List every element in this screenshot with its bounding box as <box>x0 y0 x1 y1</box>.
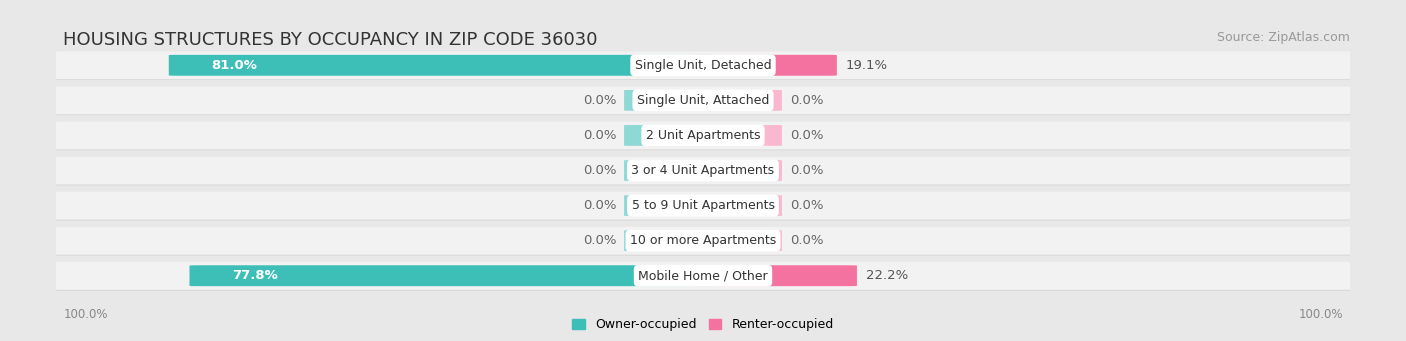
FancyBboxPatch shape <box>693 265 856 286</box>
Text: HOUSING STRUCTURES BY OCCUPANCY IN ZIP CODE 36030: HOUSING STRUCTURES BY OCCUPANCY IN ZIP C… <box>63 31 598 49</box>
FancyBboxPatch shape <box>48 51 1358 79</box>
Text: 77.8%: 77.8% <box>232 269 278 282</box>
FancyBboxPatch shape <box>48 121 1358 149</box>
FancyBboxPatch shape <box>695 195 782 216</box>
Text: 0.0%: 0.0% <box>583 199 616 212</box>
Text: 19.1%: 19.1% <box>846 59 889 72</box>
Text: 100.0%: 100.0% <box>63 308 108 321</box>
Text: 3 or 4 Unit Apartments: 3 or 4 Unit Apartments <box>631 164 775 177</box>
FancyBboxPatch shape <box>695 90 782 111</box>
FancyBboxPatch shape <box>190 265 713 286</box>
Text: 100.0%: 100.0% <box>1298 308 1343 321</box>
Text: Single Unit, Attached: Single Unit, Attached <box>637 94 769 107</box>
FancyBboxPatch shape <box>44 87 1362 115</box>
Text: 5 to 9 Unit Apartments: 5 to 9 Unit Apartments <box>631 199 775 212</box>
FancyBboxPatch shape <box>48 192 1358 220</box>
Text: 0.0%: 0.0% <box>790 164 823 177</box>
FancyBboxPatch shape <box>44 262 1362 291</box>
Text: 10 or more Apartments: 10 or more Apartments <box>630 234 776 247</box>
Legend: Owner-occupied, Renter-occupied: Owner-occupied, Renter-occupied <box>572 318 834 331</box>
FancyBboxPatch shape <box>695 125 782 146</box>
FancyBboxPatch shape <box>44 122 1362 150</box>
FancyBboxPatch shape <box>48 157 1358 184</box>
Text: Source: ZipAtlas.com: Source: ZipAtlas.com <box>1216 31 1350 44</box>
FancyBboxPatch shape <box>48 86 1358 115</box>
Text: 0.0%: 0.0% <box>790 129 823 142</box>
Text: 81.0%: 81.0% <box>211 59 257 72</box>
Text: 22.2%: 22.2% <box>866 269 908 282</box>
Text: 0.0%: 0.0% <box>583 94 616 107</box>
FancyBboxPatch shape <box>44 192 1362 220</box>
FancyBboxPatch shape <box>624 160 711 181</box>
FancyBboxPatch shape <box>44 157 1362 185</box>
Text: Single Unit, Detached: Single Unit, Detached <box>634 59 772 72</box>
Text: 0.0%: 0.0% <box>583 164 616 177</box>
FancyBboxPatch shape <box>624 125 711 146</box>
FancyBboxPatch shape <box>44 51 1362 80</box>
FancyBboxPatch shape <box>693 55 837 76</box>
FancyBboxPatch shape <box>48 226 1358 255</box>
FancyBboxPatch shape <box>624 90 711 111</box>
Text: 2 Unit Apartments: 2 Unit Apartments <box>645 129 761 142</box>
FancyBboxPatch shape <box>169 55 713 76</box>
Text: 0.0%: 0.0% <box>583 234 616 247</box>
Text: 0.0%: 0.0% <box>583 129 616 142</box>
FancyBboxPatch shape <box>624 230 711 251</box>
Text: Mobile Home / Other: Mobile Home / Other <box>638 269 768 282</box>
Text: 0.0%: 0.0% <box>790 199 823 212</box>
FancyBboxPatch shape <box>695 160 782 181</box>
FancyBboxPatch shape <box>48 262 1358 290</box>
Text: 0.0%: 0.0% <box>790 234 823 247</box>
FancyBboxPatch shape <box>44 227 1362 255</box>
Text: 0.0%: 0.0% <box>790 94 823 107</box>
FancyBboxPatch shape <box>695 230 782 251</box>
FancyBboxPatch shape <box>624 195 711 216</box>
